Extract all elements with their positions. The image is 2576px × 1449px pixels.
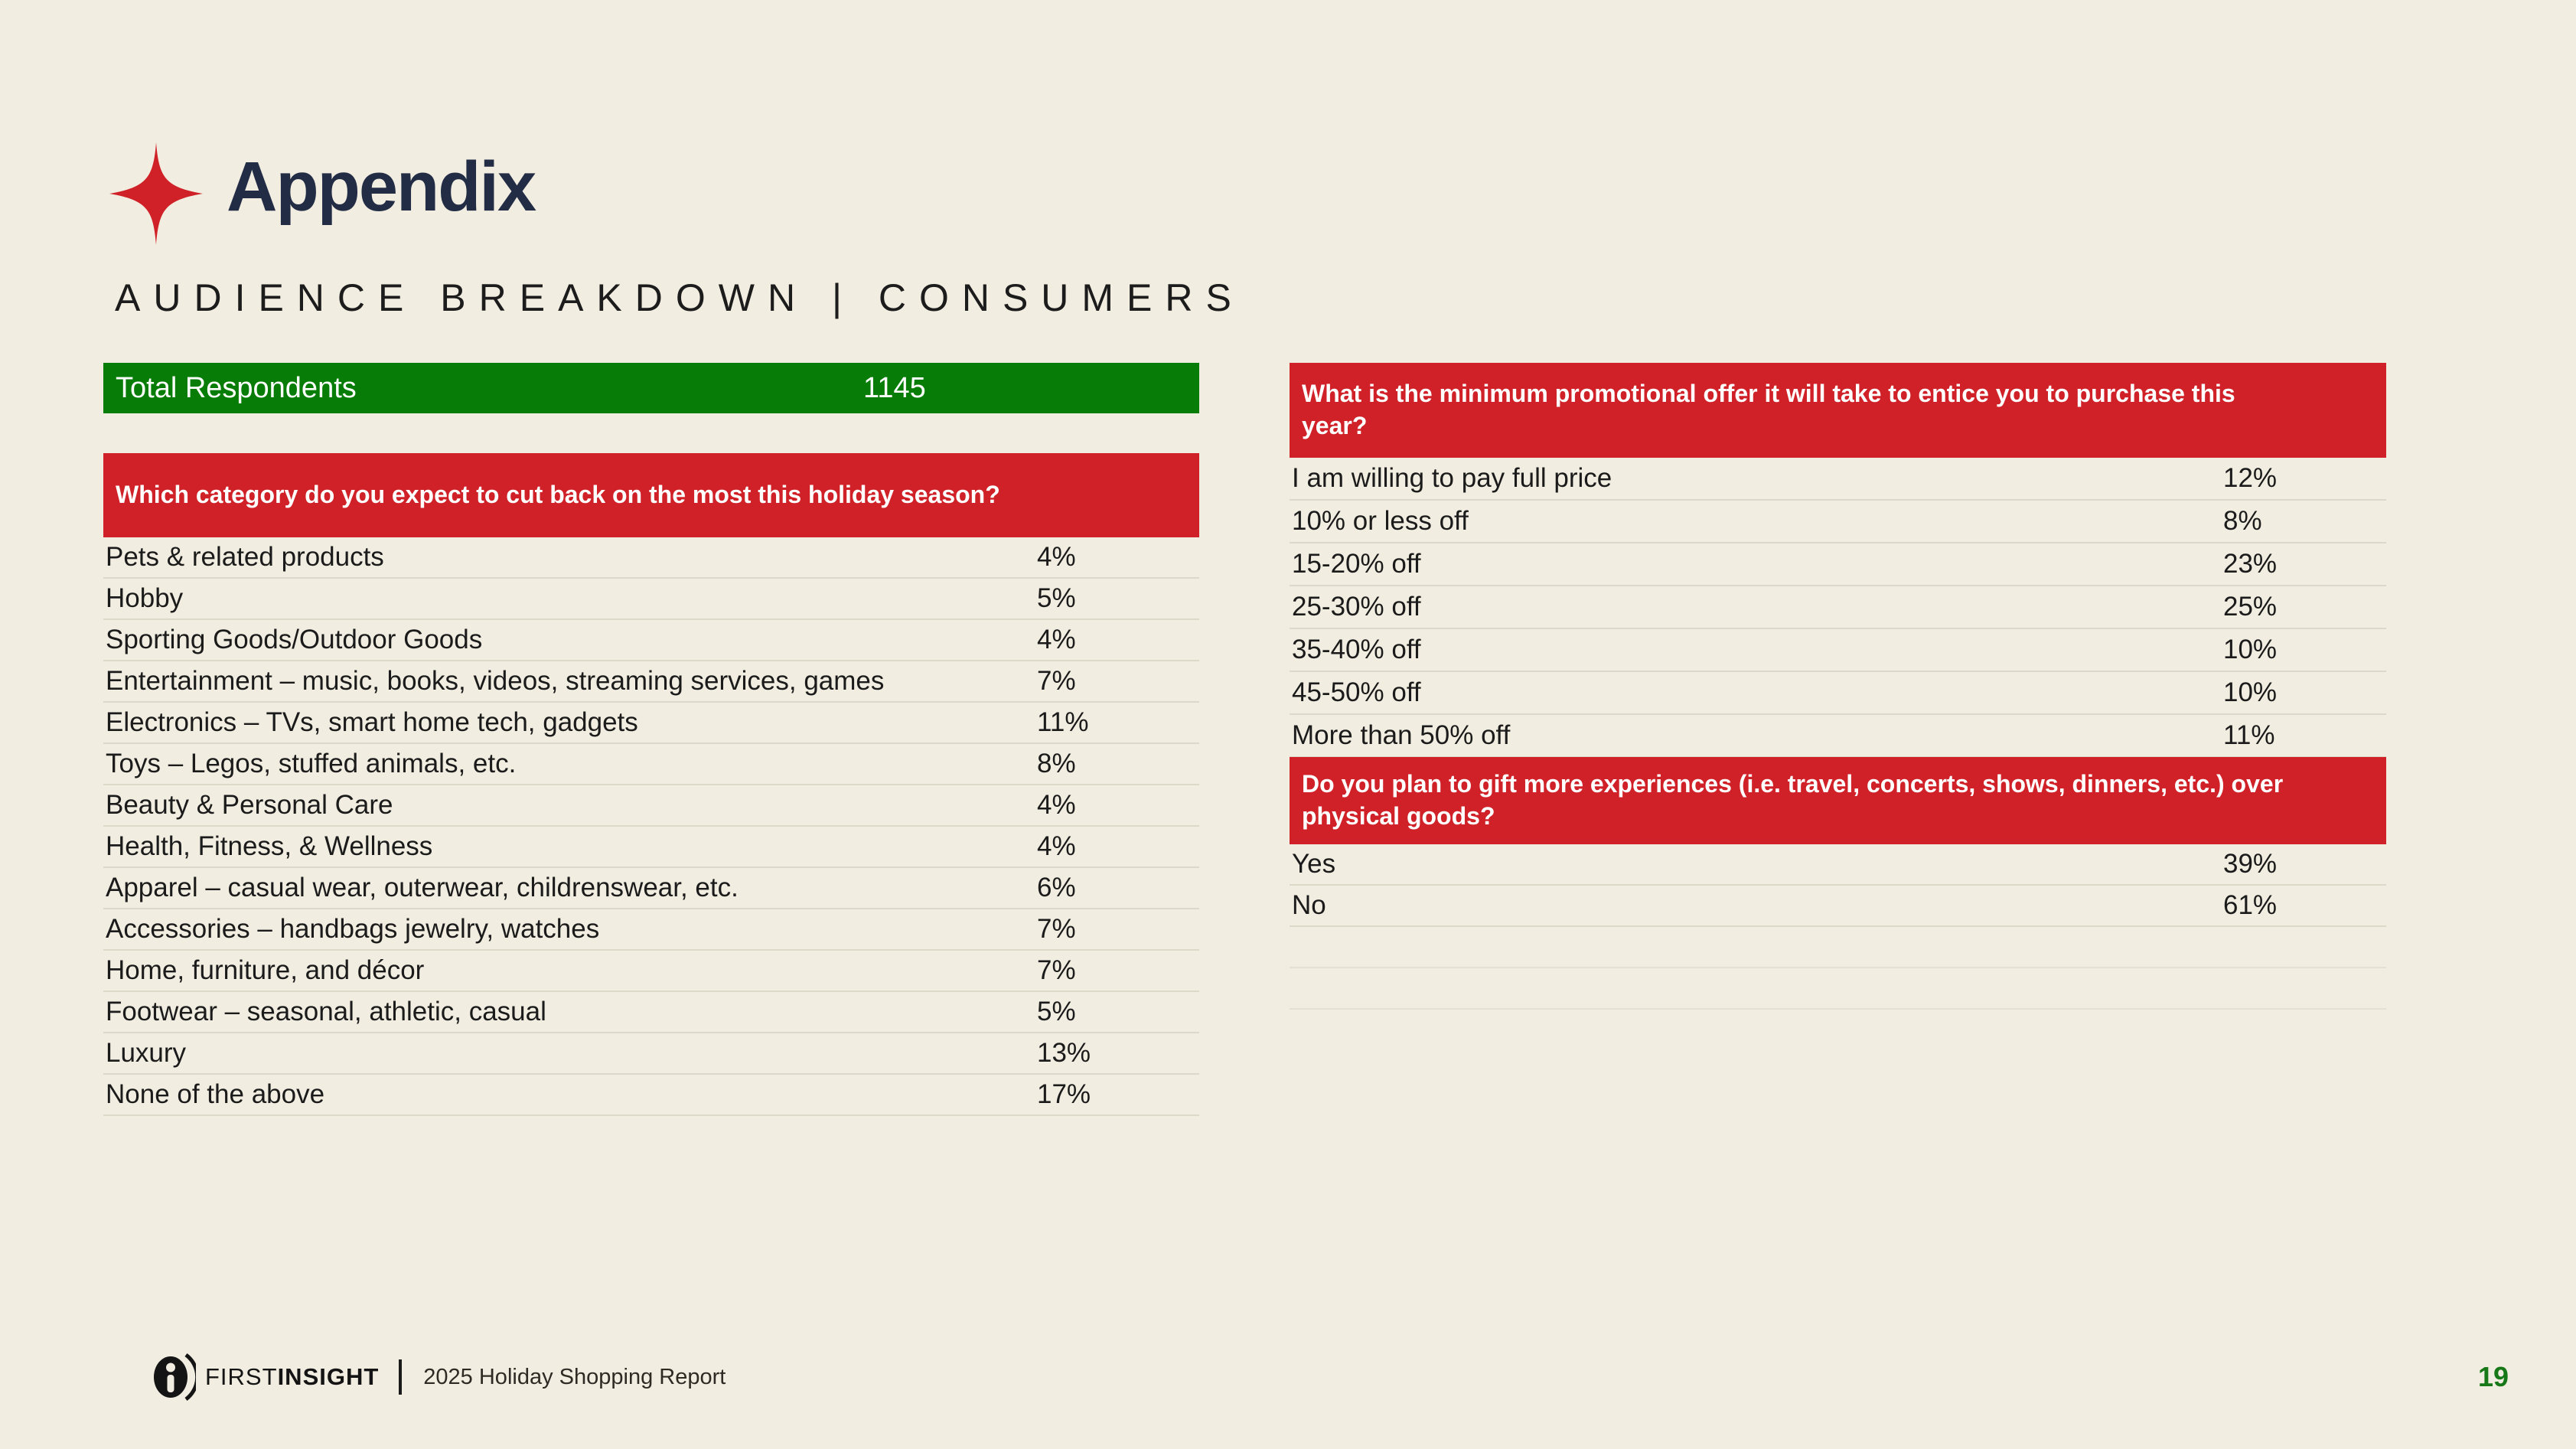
row-value: 12% <box>2223 463 2278 493</box>
row-value: 8% <box>2223 506 2262 536</box>
row-value: 7% <box>1037 666 1076 696</box>
row-value: 61% <box>2223 890 2278 920</box>
row-label: Pets & related products <box>106 542 384 572</box>
question-text-promo-line1: What is the minimum promotional offer it… <box>1302 380 2235 408</box>
footer: FIRSTINSIGHT 2025 Holiday Shopping Repor… <box>153 1349 726 1405</box>
question-text-experience-line1: Do you plan to gift more experiences (i.… <box>1302 770 2284 798</box>
table-row: 35-40% off 10% <box>1290 629 2386 672</box>
row-value: 39% <box>2223 849 2278 879</box>
table-row: Footwear – seasonal, athletic, casual 5% <box>103 992 1199 1033</box>
total-respondents-bar: Total Respondents 1145 <box>103 363 1199 413</box>
table-row: 10% or less off 8% <box>1290 501 2386 543</box>
row-label: I am willing to pay full price <box>1292 463 1612 493</box>
row-value: 4% <box>1037 831 1076 861</box>
table-row: Toys – Legos, stuffed animals, etc. 8% <box>103 744 1199 785</box>
table-row: Home, furniture, and décor 7% <box>103 951 1199 992</box>
brand-first: FIRST <box>205 1363 278 1390</box>
row-value: 4% <box>1037 542 1076 572</box>
row-label: 10% or less off <box>1292 506 1469 536</box>
total-respondents-label: Total Respondents <box>116 371 357 404</box>
row-label: Accessories – handbags jewelry, watches <box>106 914 600 944</box>
table-row: Luxury 13% <box>103 1033 1199 1075</box>
first-insight-logo-icon <box>154 1353 196 1402</box>
question-text-promo-line2: year? <box>1302 412 1368 439</box>
empty-row <box>1290 968 2386 1010</box>
row-label: Hobby <box>106 583 184 613</box>
row-label: No <box>1292 890 1326 920</box>
table-row: Apparel – casual wear, outerwear, childr… <box>103 868 1199 909</box>
row-value: 10% <box>2223 635 2278 664</box>
question-header-cutback: Which category do you expect to cut back… <box>103 453 1199 537</box>
table-row: Health, Fitness, & Wellness 4% <box>103 827 1199 868</box>
table-row: No 61% <box>1290 886 2386 927</box>
table-row: Hobby 5% <box>103 579 1199 620</box>
row-label: 45-50% off <box>1292 677 1421 707</box>
table-row: Electronics – TVs, smart home tech, gadg… <box>103 703 1199 744</box>
footer-divider <box>399 1359 403 1395</box>
row-label: 15-20% off <box>1292 549 1421 579</box>
question-header-experience: Do you plan to gift more experiences (i.… <box>1290 757 2386 844</box>
table-row: I am willing to pay full price 12% <box>1290 458 2386 501</box>
table-row: Sporting Goods/Outdoor Goods 4% <box>103 620 1199 661</box>
row-label: Beauty & Personal Care <box>106 790 393 820</box>
row-value: 5% <box>1037 583 1076 613</box>
row-label: Footwear – seasonal, athletic, casual <box>106 997 546 1026</box>
table-row: 45-50% off 10% <box>1290 672 2386 715</box>
table-row: More than 50% off 11% <box>1290 715 2386 758</box>
row-value: 23% <box>2223 549 2278 579</box>
page-subtitle: AUDIENCE BREAKDOWN | CONSUMERS <box>115 276 1244 319</box>
table-row: Accessories – handbags jewelry, watches 7… <box>103 909 1199 951</box>
row-value: 11% <box>1037 707 1089 737</box>
empty-row <box>1290 927 2386 968</box>
table-row: 25-30% off 25% <box>1290 586 2386 629</box>
page-title: Appendix <box>227 148 536 226</box>
row-label: Luxury <box>106 1038 187 1068</box>
table-row: Entertainment – music, books, videos, st… <box>103 661 1199 703</box>
row-label: Entertainment – music, books, videos, st… <box>106 666 885 696</box>
row-label: 35-40% off <box>1292 635 1421 664</box>
row-value: 7% <box>1037 914 1076 944</box>
row-label: Yes <box>1292 849 1336 879</box>
row-value: 13% <box>1037 1038 1091 1068</box>
question-header-promo: What is the minimum promotional offer it… <box>1290 363 2386 458</box>
row-label: Sporting Goods/Outdoor Goods <box>106 625 483 654</box>
experience-table: Yes 39% No 61% <box>1290 844 2386 1010</box>
row-label: Health, Fitness, & Wellness <box>106 831 433 861</box>
row-label: None of the above <box>106 1079 325 1109</box>
row-label: Electronics – TVs, smart home tech, gadg… <box>106 707 638 737</box>
row-value: 4% <box>1037 790 1076 820</box>
table-row: Beauty & Personal Care 4% <box>103 785 1199 827</box>
sparkle-star-icon <box>109 142 203 245</box>
page-number: 19 <box>2478 1361 2509 1392</box>
row-label: More than 50% off <box>1292 720 1511 750</box>
row-label: Toys – Legos, stuffed animals, etc. <box>106 749 517 778</box>
row-label: Home, furniture, and décor <box>106 955 425 985</box>
row-value: 25% <box>2223 592 2278 622</box>
table-row: 15-20% off 23% <box>1290 543 2386 586</box>
row-value: 11% <box>2223 720 2275 750</box>
row-value: 8% <box>1037 749 1076 778</box>
question-text-experience-line2: physical goods? <box>1302 802 1495 830</box>
row-label: 25-30% off <box>1292 592 1421 622</box>
row-label: Apparel – casual wear, outerwear, childr… <box>106 873 739 902</box>
table-row: Yes 39% <box>1290 844 2386 886</box>
promo-table: I am willing to pay full price 12% 10% or… <box>1290 458 2386 758</box>
table-row: None of the above 17% <box>103 1075 1199 1116</box>
row-value: 7% <box>1037 955 1076 985</box>
row-value: 5% <box>1037 997 1076 1026</box>
row-value: 10% <box>2223 677 2278 707</box>
row-value: 4% <box>1037 625 1076 654</box>
report-title: 2025 Holiday Shopping Report <box>423 1364 726 1389</box>
cutback-table: Pets & related products 4% Hobby 5% Sporti… <box>103 537 1199 1116</box>
total-respondents-value: 1145 <box>863 371 926 404</box>
question-text-cutback: Which category do you expect to cut back… <box>116 481 1000 509</box>
table-row: Pets & related products 4% <box>103 537 1199 579</box>
brand-insight: INSIGHT <box>277 1363 380 1390</box>
brand-wordmark: FIRSTINSIGHT <box>205 1363 379 1391</box>
row-value: 17% <box>1037 1079 1091 1109</box>
row-value: 6% <box>1037 873 1076 902</box>
